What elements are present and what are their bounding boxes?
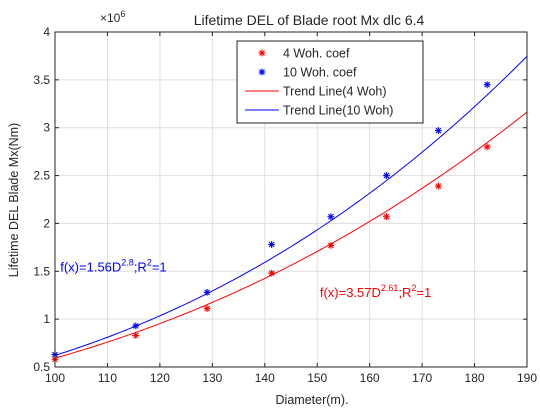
axes-box [54, 31, 528, 368]
data-point [268, 269, 275, 277]
y-tick-label: 3.5 [33, 73, 50, 87]
legend: 4 Woh. coef 10 Woh. coef Trend Line(4 Woh)… [236, 40, 424, 124]
data-point [434, 182, 442, 190]
trend-line [55, 55, 527, 356]
x-tick-label: 110 [98, 371, 117, 385]
data-point [483, 81, 491, 89]
y-tick-label: 1 [43, 312, 50, 326]
legend-label: 10 Woh. coef [283, 66, 357, 80]
legend-label: Trend Line(4 Woh) [283, 85, 387, 99]
x-tick-label: 140 [255, 371, 275, 385]
y-tick-label: 0.5 [33, 360, 50, 374]
y-tick-label: 3 [43, 121, 50, 135]
fit-annotations: f(x)=1.56D2.8;R2=1 f(x)=3.57D2.61;R2=1 [60, 257, 431, 300]
legend-marker [258, 68, 266, 76]
y-axis-exponent: ×106 [100, 9, 125, 25]
legend-marker [258, 49, 266, 57]
data-point [434, 127, 442, 134]
chart-title: Lifetime DEL of Blade root Mx dlc 6.4 [194, 12, 425, 28]
x-tick-label: 170 [412, 371, 432, 385]
y-tick-label: 2 [43, 216, 50, 230]
x-tick-label: 160 [360, 371, 380, 385]
data-point [268, 241, 275, 248]
data-point [132, 322, 140, 330]
data-point [383, 172, 390, 179]
data-point [327, 242, 335, 249]
legend-box [236, 40, 424, 124]
x-tick-label: 100 [45, 371, 65, 385]
data-point [132, 332, 140, 339]
data-point [483, 143, 491, 151]
x-tick-label: 120 [150, 371, 170, 385]
y-tick-label: 1.5 [33, 264, 50, 278]
data-point [203, 288, 211, 296]
x-tick-label: 130 [202, 371, 222, 385]
x-tick-label: 190 [517, 371, 537, 385]
data-point [203, 305, 211, 313]
data-point [327, 213, 335, 221]
x-axis-label: Diameter(m). [276, 393, 349, 407]
y-tick-label: 4 [43, 25, 50, 39]
legend-label: Trend Line(10 Woh) [283, 104, 393, 118]
fit-equation: f(x)=3.57D2.61;R2=1 [320, 283, 431, 300]
data-point [383, 213, 390, 221]
x-tick-label: 180 [465, 371, 485, 385]
y-axis-label: Lifetime DEL Blade Mx(Nm) [7, 123, 21, 277]
fit-equation: f(x)=1.56D2.8;R2=1 [60, 257, 166, 274]
y-tick-label: 2.5 [33, 169, 50, 183]
legend-label: 4 Woh. coef [283, 47, 350, 61]
x-tick-label: 150 [307, 371, 327, 385]
